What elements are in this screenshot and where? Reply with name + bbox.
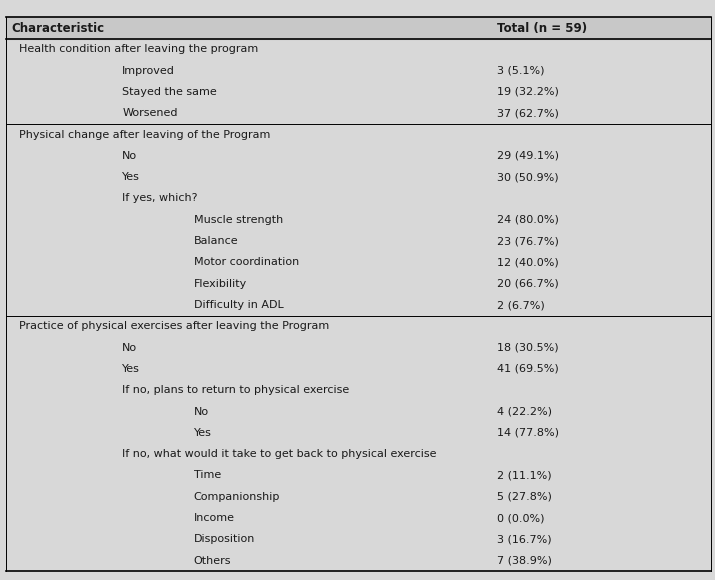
Text: 37 (62.7%): 37 (62.7%): [497, 108, 559, 118]
Text: Improved: Improved: [122, 66, 175, 75]
Text: 18 (30.5%): 18 (30.5%): [497, 343, 558, 353]
Text: 5 (27.8%): 5 (27.8%): [497, 492, 552, 502]
Text: If yes, which?: If yes, which?: [122, 194, 198, 204]
Text: 20 (66.7%): 20 (66.7%): [497, 279, 558, 289]
Text: 3 (16.7%): 3 (16.7%): [497, 534, 551, 545]
Text: Disposition: Disposition: [194, 534, 255, 545]
Text: 12 (40.0%): 12 (40.0%): [497, 258, 558, 267]
Text: Others: Others: [194, 556, 231, 566]
Text: Yes: Yes: [122, 364, 140, 374]
Text: Yes: Yes: [122, 172, 140, 182]
Text: 7 (38.9%): 7 (38.9%): [497, 556, 552, 566]
Text: Muscle strength: Muscle strength: [194, 215, 283, 225]
Text: Stayed the same: Stayed the same: [122, 87, 217, 97]
Text: Health condition after leaving the program: Health condition after leaving the progr…: [19, 44, 258, 55]
Text: Balance: Balance: [194, 236, 238, 246]
Text: 3 (5.1%): 3 (5.1%): [497, 66, 544, 75]
Text: Worsened: Worsened: [122, 108, 178, 118]
Text: 2 (6.7%): 2 (6.7%): [497, 300, 545, 310]
Text: Time: Time: [194, 470, 221, 480]
Text: Practice of physical exercises after leaving the Program: Practice of physical exercises after lea…: [19, 321, 329, 331]
Text: If no, plans to return to physical exercise: If no, plans to return to physical exerc…: [122, 385, 350, 395]
Text: 24 (80.0%): 24 (80.0%): [497, 215, 559, 225]
Text: No: No: [194, 407, 209, 416]
Text: 2 (11.1%): 2 (11.1%): [497, 470, 551, 480]
Text: Income: Income: [194, 513, 235, 523]
Text: Companionship: Companionship: [194, 492, 280, 502]
Text: 4 (22.2%): 4 (22.2%): [497, 407, 552, 416]
Bar: [6, 17, 711, 39]
Text: 41 (69.5%): 41 (69.5%): [497, 364, 558, 374]
Text: Total (n = 59): Total (n = 59): [497, 21, 587, 35]
Text: 30 (50.9%): 30 (50.9%): [497, 172, 558, 182]
Text: No: No: [122, 343, 137, 353]
Text: Characteristic: Characteristic: [11, 21, 104, 35]
Text: If no, what would it take to get back to physical exercise: If no, what would it take to get back to…: [122, 449, 437, 459]
Text: Flexibility: Flexibility: [194, 279, 247, 289]
Text: Physical change after leaving of the Program: Physical change after leaving of the Pro…: [19, 129, 270, 140]
Text: 29 (49.1%): 29 (49.1%): [497, 151, 559, 161]
Text: 0 (0.0%): 0 (0.0%): [497, 513, 544, 523]
Text: Motor coordination: Motor coordination: [194, 258, 299, 267]
Text: No: No: [122, 151, 137, 161]
Text: Difficulty in ADL: Difficulty in ADL: [194, 300, 284, 310]
Text: 23 (76.7%): 23 (76.7%): [497, 236, 559, 246]
Text: Yes: Yes: [194, 428, 212, 438]
Text: 19 (32.2%): 19 (32.2%): [497, 87, 559, 97]
Text: 14 (77.8%): 14 (77.8%): [497, 428, 559, 438]
